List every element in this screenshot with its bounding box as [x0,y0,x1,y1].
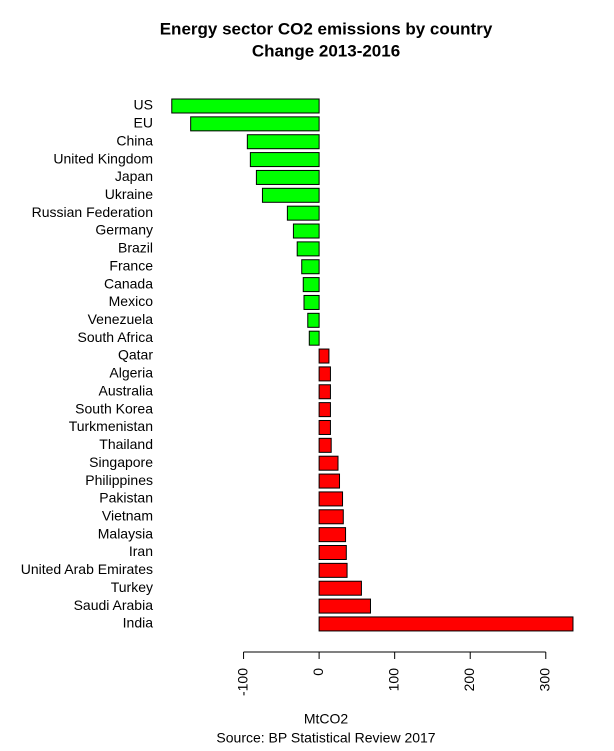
bar [318,598,371,614]
bar [318,348,330,364]
y-tick-label: Mexico [109,293,154,309]
bar [286,205,320,221]
bar [318,402,331,418]
bar [318,384,331,400]
bar [318,473,341,489]
y-tick-label: US [134,97,153,113]
y-tick-label: Algeria [109,365,153,381]
y-tick-label: Philippines [85,472,153,488]
bar [318,509,344,525]
bar [171,98,320,114]
y-tick-label: Russian Federation [32,204,153,220]
bar [318,616,574,632]
y-tick-label: Saudi Arabia [74,597,154,613]
bar [301,259,320,275]
y-tick-label: Venezuela [88,311,154,327]
bar [302,277,320,293]
y-tick-label: Brazil [118,240,153,256]
y-tick-label: Canada [104,275,153,291]
bar [261,187,320,203]
bar [318,419,331,435]
bar [318,545,347,560]
y-tick-label: South Korea [75,400,153,416]
y-tick-label: Singapore [89,454,153,470]
bar [318,562,348,578]
bar [292,223,320,239]
bar [308,330,320,346]
y-tick-label: Thailand [99,436,153,452]
y-tick-label: India [123,615,154,631]
y-tick-label: Turkey [111,579,153,595]
bar [190,116,320,132]
y-tick-label: Vietnam [102,507,153,523]
y-tick-label: Ukraine [105,186,153,202]
bar [318,455,339,471]
x-tick-label: 100 [385,668,401,692]
x-axis-label: MtCO2 [304,711,349,727]
x-tick-label: 200 [461,668,477,692]
y-tick-label: Australia [99,382,154,398]
x-tick-label: 300 [536,668,552,692]
y-tick-label: Germany [95,222,153,238]
chart-title: Energy sector CO2 emissions by country [160,19,493,38]
chart-subtitle: Change 2013-2016 [252,41,400,60]
bar [318,366,331,382]
source: Source: BP Statistical Review 2017 [216,730,435,746]
y-tick-label: Iran [129,543,153,559]
bar [255,169,320,185]
bar [307,312,320,328]
bar [318,491,344,507]
bar [318,437,332,453]
bar [318,527,347,543]
y-tick-label: United Arab Emirates [21,561,153,577]
y-tick-label: China [116,132,153,148]
x-tick-label: 0 [310,668,326,676]
bar [246,134,320,150]
bar [318,580,362,596]
y-tick-label: EU [134,115,153,131]
bar [249,152,320,168]
x-tick-label: -100 [234,668,250,696]
y-tick-label: South Africa [78,329,154,345]
y-tick-label: Pakistan [99,490,153,506]
y-tick-label: Qatar [118,347,153,363]
bar [303,294,320,310]
y-tick-label: United Kingdom [53,150,153,166]
y-tick-label: France [109,257,153,273]
y-tick-label: Japan [115,168,153,184]
y-tick-label: Malaysia [98,525,153,541]
y-tick-label: Turkmenistan [69,418,153,434]
bar [296,241,320,257]
